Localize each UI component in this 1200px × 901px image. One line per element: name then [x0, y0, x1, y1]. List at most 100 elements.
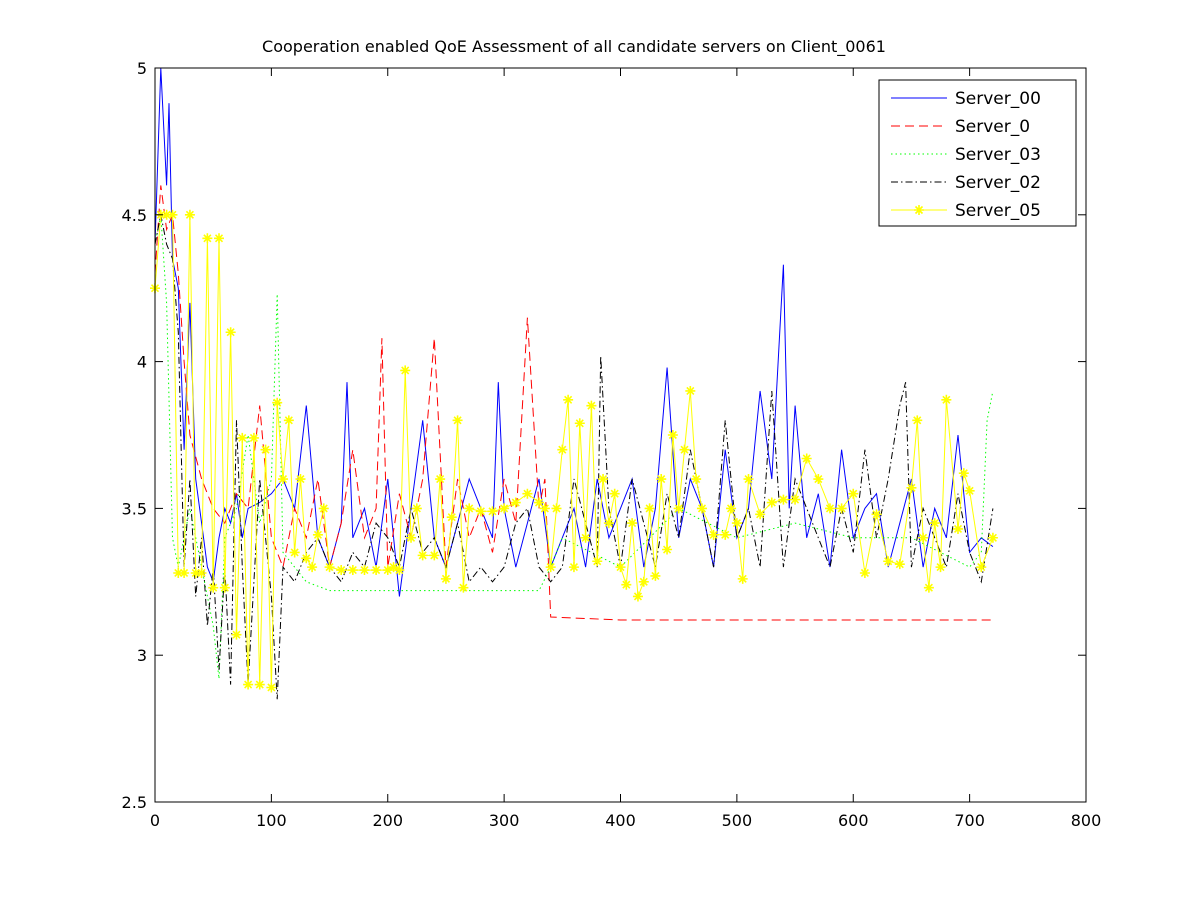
data-point-server-05: [347, 565, 358, 576]
data-point-server-05: [918, 532, 929, 543]
data-point-server-05: [766, 497, 777, 508]
data-point-server-05: [627, 518, 638, 529]
legend: Server_00 Server_0 Server_03 Server_02 Serve…: [878, 79, 1077, 227]
data-point-server-05: [475, 506, 486, 517]
data-point-server-05: [621, 579, 632, 590]
data-point-server-05: [568, 562, 579, 573]
data-point-server-05: [411, 503, 422, 514]
data-point-server-05: [650, 570, 661, 581]
data-point-server-05: [289, 547, 300, 558]
data-point-server-05: [173, 567, 184, 578]
data-point-server-05: [894, 559, 905, 570]
data-point-server-05: [499, 503, 510, 514]
data-point-server-05: [737, 573, 748, 584]
data-point-server-05: [743, 474, 754, 485]
data-point-server-05: [272, 397, 283, 408]
data-point-server-05: [656, 474, 667, 485]
data-point-server-05: [987, 532, 998, 543]
data-point-server-05: [801, 453, 812, 464]
data-point-server-05: [260, 444, 271, 455]
data-point-server-05: [237, 432, 248, 443]
data-point-server-05: [592, 556, 603, 567]
legend-entry-label: Server_02: [955, 173, 1041, 193]
data-point-server-05: [458, 582, 469, 593]
x-tick-label: 500: [722, 811, 753, 830]
data-point-server-05: [522, 488, 533, 499]
data-point-server-05: [318, 503, 329, 514]
data-point-server-05: [696, 503, 707, 514]
data-point-server-05: [673, 503, 684, 514]
data-point-server-05: [790, 494, 801, 505]
data-point-server-05: [609, 488, 620, 499]
data-point-server-05: [417, 550, 428, 561]
data-point-server-05: [778, 494, 789, 505]
data-point-server-05: [708, 529, 719, 540]
data-point-server-05: [312, 529, 323, 540]
legend-entry-label: Server_03: [955, 145, 1041, 165]
legend-entry-label: Server_05: [955, 201, 1041, 221]
data-point-server-05: [388, 562, 399, 573]
data-point-server-05: [848, 488, 859, 499]
data-point-server-05: [929, 518, 940, 529]
data-point-server-05: [190, 567, 201, 578]
data-point-server-05: [452, 415, 463, 426]
data-point-server-05: [824, 503, 835, 514]
data-point-server-05: [400, 365, 411, 376]
data-point-server-05: [307, 562, 318, 573]
data-point-server-05: [952, 523, 963, 534]
series-line-server-03: [154, 214, 994, 679]
y-tick-label: 5: [137, 59, 147, 78]
data-point-server-05: [667, 430, 678, 440]
data-point-server-05: [720, 529, 731, 540]
data-point-server-05: [598, 474, 609, 485]
data-point-server-05: [574, 418, 585, 429]
data-point-server-05: [603, 518, 614, 529]
data-point-server-05: [208, 582, 219, 593]
data-point-server-05: [283, 415, 294, 426]
data-point-server-05: [923, 582, 934, 593]
data-point-server-05: [731, 518, 742, 529]
data-point-server-05: [563, 394, 574, 405]
x-tick-label: 300: [489, 811, 520, 830]
data-point-server-05: [551, 503, 562, 514]
x-tick-label: 400: [605, 811, 636, 830]
data-point-server-05: [615, 562, 626, 573]
data-point-server-05: [726, 503, 737, 514]
data-point-server-05: [557, 444, 568, 455]
data-point-server-05: [394, 565, 405, 576]
data-point-server-05: [871, 509, 882, 520]
data-point-server-05: [301, 553, 312, 564]
data-point-server-05: [545, 562, 556, 573]
data-point-server-05: [295, 474, 306, 485]
data-point-server-05: [435, 474, 446, 485]
data-point-server-05: [324, 562, 335, 573]
data-point-server-05: [336, 565, 347, 576]
data-point-server-05: [586, 400, 597, 411]
data-point-server-05: [883, 556, 894, 567]
data-point-server-05: [755, 509, 766, 520]
data-point-server-05: [638, 576, 649, 587]
series-line-server-05: [154, 214, 994, 688]
data-point-server-05: [254, 679, 265, 690]
axis-ticks-group: 0 100 200 300 400 500 600 700 800 2.5 3 3.5 4 4.5 5: [122, 59, 1102, 830]
data-point-server-05: [266, 682, 277, 693]
data-point-server-05: [906, 482, 917, 493]
data-point-server-05: [231, 629, 242, 640]
legend-box: [878, 79, 1077, 227]
data-point-server-05: [912, 415, 923, 426]
x-tick-label: 100: [256, 811, 287, 830]
data-point-server-05: [935, 562, 946, 573]
series-line-server-02: [154, 214, 994, 700]
data-point-server-05: [958, 468, 969, 479]
data-point-server-05: [440, 573, 451, 584]
legend-entry-label: Server_00: [955, 89, 1041, 109]
x-tick-label: 600: [838, 811, 869, 830]
data-point-server-05: [219, 582, 230, 593]
legend-entry-label: Server_0: [955, 117, 1030, 137]
data-point-server-05: [662, 544, 673, 555]
series-line-server-00: [154, 67, 994, 597]
data-point-server-05: [214, 233, 225, 244]
data-point-server-05: [679, 444, 690, 455]
x-tick-label: 700: [954, 811, 985, 830]
